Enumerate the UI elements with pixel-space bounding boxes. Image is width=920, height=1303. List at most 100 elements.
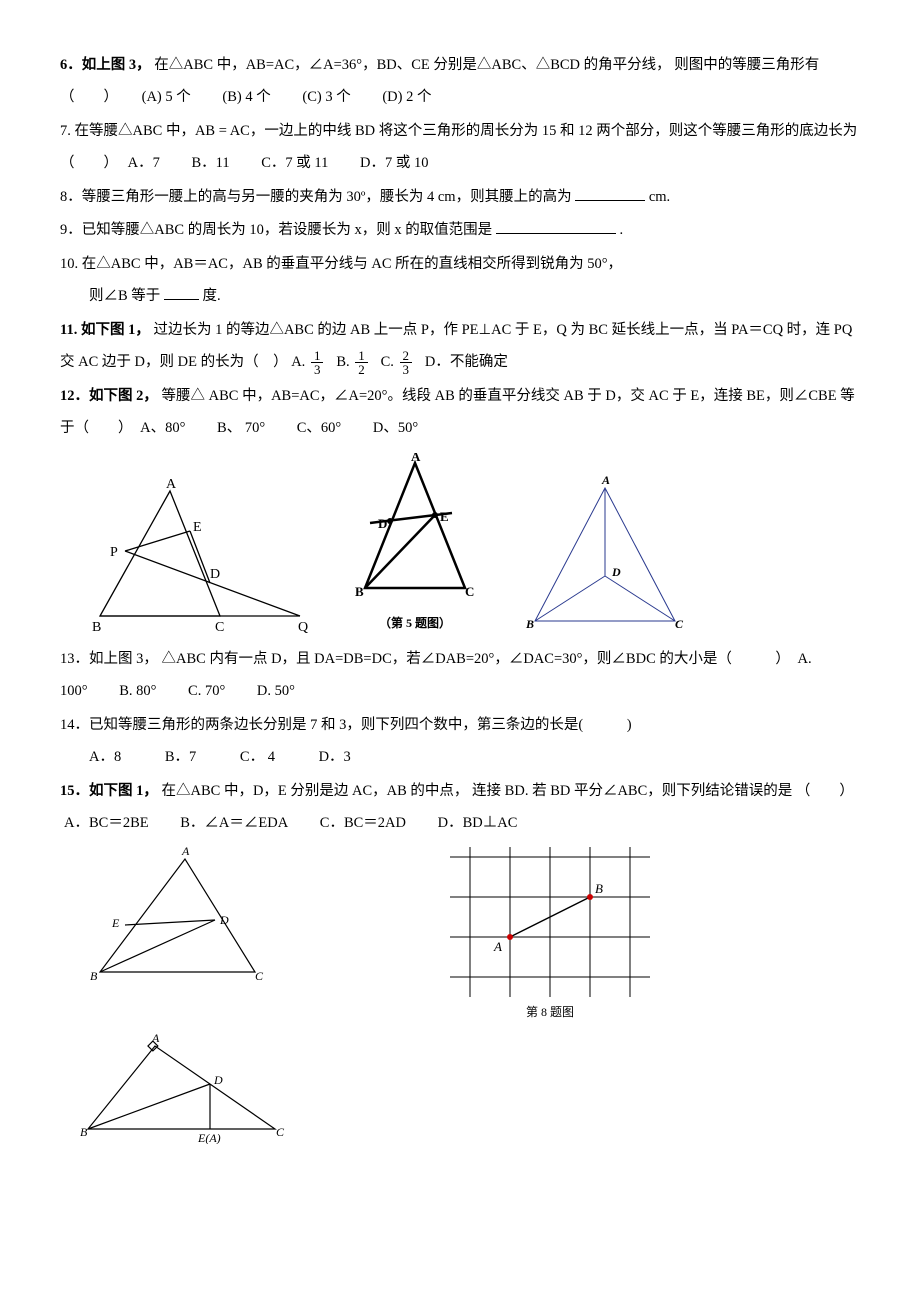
svg-text:E: E [193,520,202,535]
q10-line2-wrap: 则∠B 等于 度. [60,281,860,313]
q10-line1: 10. 在△ABC 中，AB＝AC，AB 的垂直平分线与 AC 所在的直线相交所… [60,249,860,281]
q15-body: 在△ABC 中，D，E 分别是边 AC，AB 的中点， 连接 BD. 若 BD … [162,783,854,799]
q12-opt-c: C、60° [297,420,341,436]
svg-text:C: C [675,617,684,631]
svg-text:A: A [181,847,190,858]
q14-options: A．8 B．7 C． 4 D．3 [60,742,860,774]
figure-8-wrap: A B 第 8 题图 [450,847,650,1025]
q12-opt-d: D、50° [373,420,418,436]
q13-opt-b: B. 80° [119,683,156,699]
q12-prefix: 12．如下图 2， [60,388,158,404]
q13-opt-c: C. 70° [188,683,225,699]
q9-suffix: . [619,222,623,238]
q15-opt-b: B．∠A＝∠EDA [180,815,288,831]
svg-text:B: B [595,881,603,896]
svg-text:D: D [219,913,229,927]
question-8: 8．等腰三角形一腰上的高与另一腰的夹角为 30º，腰长为 4 cm，则其腰上的高… [60,182,860,214]
q15-opt-d: D．BD⊥AC [438,815,518,831]
q13-opt-d: D. 50° [257,683,295,699]
figure-row-2: A E D B C A B [80,847,860,1025]
figure-8: A B [450,847,650,997]
q11-opt-a: A. [291,354,305,370]
q11-frac-b: 12 [355,349,368,377]
svg-text:E(A): E(A) [197,1131,221,1144]
figure-2: A D E B C [340,453,490,608]
q8-text: 8．等腰三角形一腰上的高与另一腰的夹角为 30º，腰长为 4 cm，则其腰上的高… [60,189,572,205]
q7-opt-d: D．7 或 10 [360,155,428,171]
svg-text:A: A [166,477,177,492]
q8-blank [575,185,645,201]
question-6: 6．如上图 3， 在△ABC 中，AB=AC，∠A=36°，BD、CE 分别是△… [60,50,860,114]
q6-options: (A) 5 个 (B) 4 个 (C) 3 个 (D) 2 个 [142,89,460,105]
svg-text:A: A [601,476,610,487]
q6-opt-c: (C) 3 个 [302,89,350,105]
q6-prefix: 6．如上图 3， [60,57,151,73]
svg-text:C: C [276,1125,285,1139]
q11-opt-d: D．不能确定 [425,354,508,370]
q7-opt-b: B．11 [191,155,229,171]
q14-opt-c: C． 4 [240,749,275,765]
svg-text:B: B [90,969,98,983]
svg-text:D: D [213,1073,223,1087]
q10-blank [164,285,199,301]
q7-opt-c: C．7 或 11 [261,155,328,171]
q10-suffix: 度. [203,288,221,304]
svg-text:B: B [92,620,101,635]
q15-opt-c: C．BC＝2AD [320,815,406,831]
svg-text:P: P [110,545,118,560]
q12-opt-b: B、 70° [217,420,265,436]
svg-text:B: B [355,584,364,599]
svg-text:A: A [411,453,421,464]
q12-opt-a: A、80° [140,420,185,436]
q11-frac-a: 13 [311,349,324,377]
q15-options: A．BC＝2BE B．∠A＝∠EDA C．BC＝2AD D．BD⊥AC [64,815,545,831]
q7-opt-a: A．7 [128,155,160,171]
figure-3: A D B C [520,476,690,636]
svg-text:E: E [440,509,449,524]
question-10: 10. 在△ABC 中，AB＝AC，AB 的垂直平分线与 AC 所在的直线相交所… [60,249,860,313]
svg-text:D: D [378,516,387,531]
figure-4: A E D B C [80,847,270,987]
q14-opt-d: D．3 [319,749,351,765]
q11-frac-c: 23 [400,349,413,377]
question-15: 15．如下图 1， 在△ABC 中，D，E 分别是边 AC，AB 的中点， 连接… [60,776,860,840]
q9-blank [496,219,616,235]
q13-body: △ABC 内有一点 D，且 DA=DB=DC，若∠DAB=20°，∠DAC=30… [162,651,790,667]
question-7: 7. 在等腰△ABC 中，AB = AC，一边上的中线 BD 将这个三角形的周长… [60,116,860,180]
svg-text:E: E [111,916,120,930]
question-14: 14．已知等腰三角形的两条边长分别是 7 和 3，则下列四个数中，第三条边的长是… [60,710,860,774]
q12-options: A、80° B、 70° C、60° D、50° [140,420,446,436]
figure-2-wrap: A D E B C （第 5 题图） [340,453,490,636]
svg-text:B: B [525,617,534,631]
q13-prefix: 13．如上图 3， [60,651,158,667]
svg-text:D: D [210,567,220,582]
q11-opt-b: B. [336,354,349,370]
figure-2-caption: （第 5 题图） [340,610,490,636]
svg-text:Q: Q [298,620,308,635]
q14-opt-a: A．8 [89,749,121,765]
q15-opt-a: A．BC＝2BE [64,815,149,831]
q7-options: A．7 B．11 C．7 或 11 D．7 或 10 [128,155,457,171]
svg-text:A: A [151,1034,160,1045]
q6-opt-b: (B) 4 个 [222,89,270,105]
question-12: 12．如下图 2， 等腰△ ABC 中，AB=AC，∠A=20°。线段 AB 的… [60,381,860,445]
question-11: 11. 如下图 1， 过边长为 1 的等边△ABC 的边 AB 上一点 P，作 … [60,315,860,379]
figure-row-3: A D B C E(A) [80,1034,860,1144]
svg-text:C: C [215,620,224,635]
svg-text:A: A [493,939,502,954]
q15-prefix: 15．如下图 1， [60,783,158,799]
q11-opt-c: C. [381,354,394,370]
figure-row-1: A E P D B C Q A D E B C [80,453,860,636]
question-9: 9．已知等腰△ABC 的周长为 10，若设腰长为 x，则 x 的取值范围是 . [60,215,860,247]
figure-5: A D B C E(A) [80,1034,290,1144]
q6-opt-d: (D) 2 个 [382,89,431,105]
svg-text:B: B [80,1125,88,1139]
svg-text:D: D [611,565,621,579]
figure-1: A E P D B C Q [80,476,310,636]
q9-text: 9．已知等腰△ABC 的周长为 10，若设腰长为 x，则 x 的取值范围是 [60,222,492,238]
q14-text: 14．已知等腰三角形的两条边长分别是 7 和 3，则下列四个数中，第三条边的长是… [60,710,860,742]
svg-text:C: C [465,584,474,599]
figure-8-caption: 第 8 题图 [450,999,650,1025]
svg-text:C: C [255,969,264,983]
question-13: 13．如上图 3， △ABC 内有一点 D，且 DA=DB=DC，若∠DAB=2… [60,644,860,708]
